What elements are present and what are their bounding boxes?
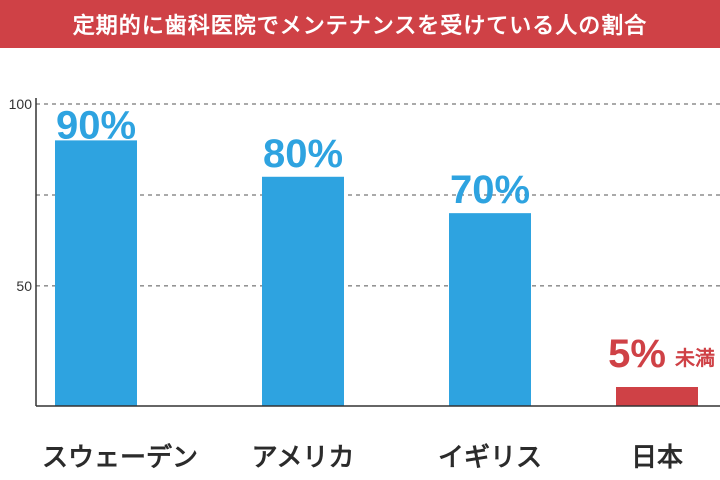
data-label-3: 70% xyxy=(450,168,530,212)
chart-title: 定期的に歯科医院でメンテナンスを受けている人の割合 xyxy=(72,14,648,39)
category-label-3: イギリス xyxy=(438,443,542,473)
category-label-1: スウェーデン xyxy=(42,442,198,473)
data-label-4: 5% xyxy=(608,332,666,376)
bar-2 xyxy=(262,176,344,406)
category-label-4: 日本 xyxy=(631,443,683,473)
y-tick-label-50: 50 xyxy=(16,278,32,294)
bar-4 xyxy=(616,387,698,406)
data-label-suffix-4: 未満 xyxy=(675,346,715,370)
category-label-2: アメリカ xyxy=(252,443,355,473)
data-label-2: 80% xyxy=(263,132,343,176)
bar-3 xyxy=(449,213,531,406)
data-label-1: 90% xyxy=(56,103,136,147)
title-bar: 定期的に歯科医院でメンテナンスを受けている人の割合 xyxy=(0,0,720,48)
y-tick-label-100: 100 xyxy=(9,96,33,112)
bar-1 xyxy=(55,140,137,406)
